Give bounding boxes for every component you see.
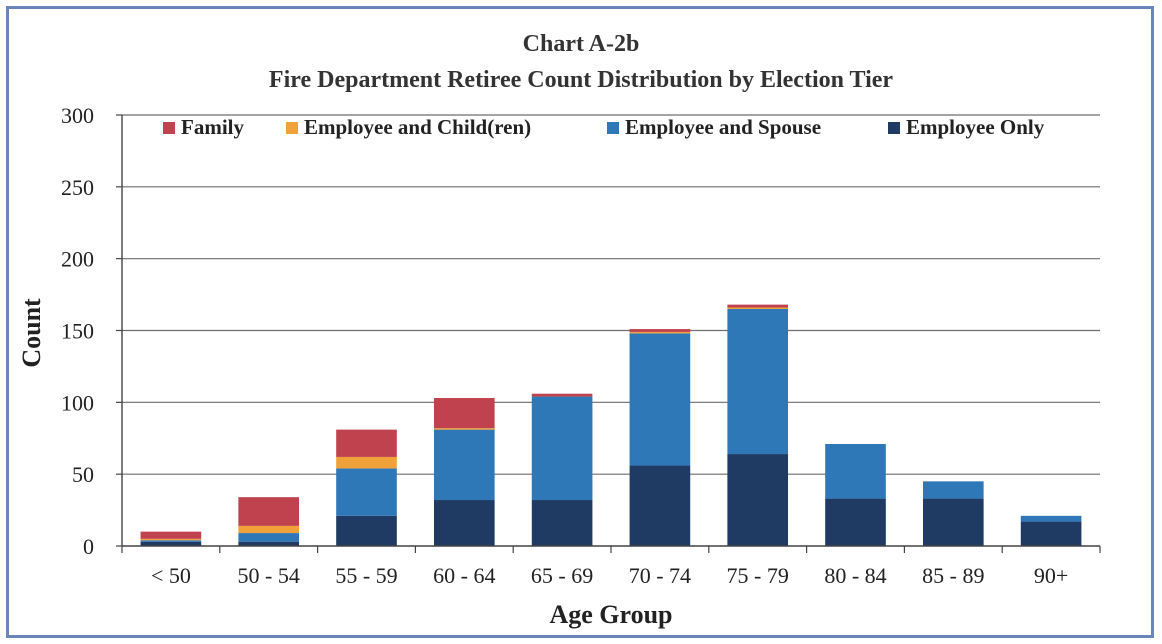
bar-segment — [433, 500, 495, 546]
bar-segment — [922, 481, 984, 499]
bar-segment — [825, 498, 886, 546]
x-tick-label: 50 - 54 — [238, 563, 300, 588]
bar-segment — [629, 333, 691, 466]
bar-segment — [727, 454, 789, 546]
x-tick-label: < 50 — [151, 563, 191, 588]
bar-segment — [336, 456, 397, 469]
chart-title: Chart A-2b — [523, 31, 640, 57]
bar-segment — [238, 497, 300, 526]
y-tick-label: 200 — [61, 247, 94, 272]
bar-segment — [433, 428, 495, 430]
legend-swatch — [607, 122, 619, 134]
bar-segment — [531, 393, 593, 397]
bar-segment — [825, 443, 886, 499]
bar-segment — [1020, 515, 1082, 522]
legend-label: Employee and Spouse — [625, 115, 821, 139]
bar-segment — [922, 498, 984, 546]
bar-segment — [238, 533, 300, 542]
bar-segment — [238, 525, 300, 534]
bar-segment — [629, 329, 691, 332]
bar-segment — [140, 541, 202, 546]
bar-segment — [238, 541, 300, 546]
x-tick-label: 85 - 89 — [922, 563, 984, 588]
legend-label: Employee Only — [906, 115, 1045, 139]
x-axis-title: Age Group — [549, 600, 672, 629]
x-tick-label: 60 - 64 — [433, 563, 495, 588]
bar-segment — [531, 396, 593, 501]
y-tick-label: 100 — [61, 390, 94, 415]
bar-segment — [727, 304, 789, 308]
chart-subtitle: Fire Department Retiree Count Distributi… — [269, 67, 894, 93]
x-tick-label: 70 - 74 — [629, 563, 691, 588]
bar-segment — [727, 307, 789, 309]
legend-label: Family — [181, 115, 244, 139]
bar-segment — [140, 538, 202, 541]
x-tick-label: 80 - 84 — [824, 563, 886, 588]
x-tick-label: 65 - 69 — [531, 563, 593, 588]
bar-segment — [336, 515, 397, 546]
x-tick-label: 55 - 59 — [335, 563, 397, 588]
bar-segment — [140, 531, 202, 539]
legend-swatch — [163, 122, 175, 134]
legend-swatch — [888, 122, 900, 134]
legend-label: Employee and Child(ren) — [304, 115, 531, 139]
bar-segment — [336, 429, 397, 457]
bar-segment — [629, 331, 691, 334]
y-tick-label: 150 — [61, 319, 94, 344]
y-tick-label: 250 — [61, 175, 94, 200]
y-tick-label: 0 — [83, 534, 94, 559]
bar-segment — [531, 500, 593, 546]
y-axis-title: Count — [17, 298, 46, 368]
bar-segment — [336, 468, 397, 516]
legend-swatch — [286, 122, 298, 134]
y-tick-label: 300 — [61, 103, 94, 128]
bar-segment — [433, 398, 495, 429]
x-tick-label: 75 - 79 — [727, 563, 789, 588]
bar-segment — [1020, 521, 1082, 546]
x-tick-label: 90+ — [1034, 563, 1068, 588]
bar-segment — [727, 308, 789, 455]
y-tick-label: 50 — [72, 462, 94, 487]
bar-segment — [140, 540, 202, 542]
bar-segment — [629, 465, 691, 546]
bar-segment — [433, 429, 495, 501]
